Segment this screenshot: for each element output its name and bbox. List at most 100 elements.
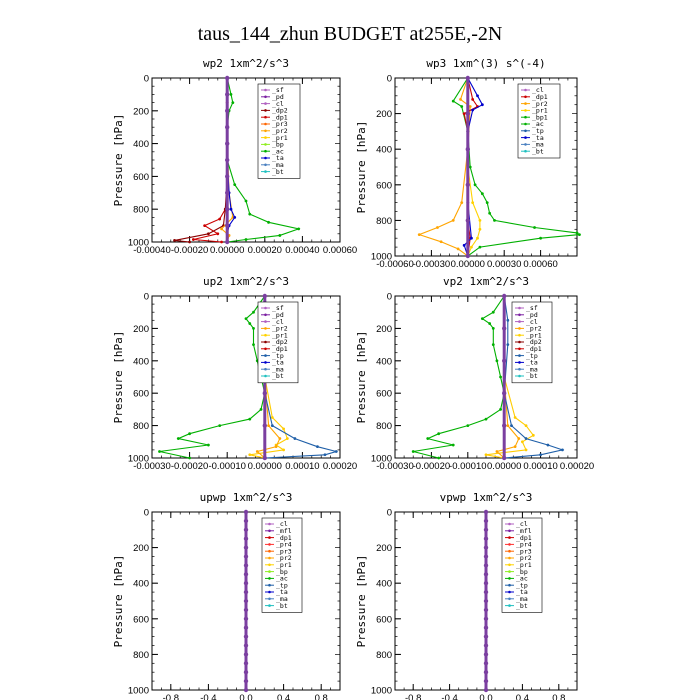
legend-label: _sf xyxy=(272,304,284,312)
y-tick-label: 200 xyxy=(376,109,392,120)
panel-upwp: 0 200 400 600 800 1000 -0.8 -0.4 0.0 0.4 0.8 upwp 1… xyxy=(112,491,341,700)
series-point xyxy=(493,219,496,222)
legend-marker xyxy=(508,563,511,567)
y-tick-label: 600 xyxy=(133,389,149,400)
legend-label: _bt xyxy=(272,168,284,176)
legend-label: _ta xyxy=(532,134,544,142)
series-point xyxy=(460,105,464,108)
series-point xyxy=(473,183,477,187)
series-point xyxy=(465,147,470,152)
series-point xyxy=(483,670,489,675)
series-point xyxy=(502,391,507,396)
panel-title: vpwp 1xm^2/s^3 xyxy=(440,491,533,504)
legend-label: _ac xyxy=(272,147,284,155)
series-point xyxy=(483,536,489,541)
legend-label: _pr2 xyxy=(272,127,288,135)
legend-label: _dp2 xyxy=(526,338,542,346)
series-point xyxy=(465,75,470,81)
series-point xyxy=(483,518,489,524)
panel-wp3: 0 200 400 600 800 1000-0.00060-0.00030 0.00000… xyxy=(355,57,581,270)
legend-marker xyxy=(508,590,511,594)
series-point xyxy=(203,224,207,228)
legend-marker xyxy=(264,115,267,119)
series-point xyxy=(478,219,482,222)
y-tick-label: 400 xyxy=(376,579,392,590)
legend-marker xyxy=(264,143,267,146)
legend-marker xyxy=(518,327,521,330)
series-point xyxy=(252,343,255,346)
legend-marker xyxy=(518,340,521,344)
series-point xyxy=(485,201,489,205)
series-point xyxy=(510,424,513,427)
series-point xyxy=(437,456,441,460)
legend-label: _dp1 xyxy=(526,345,542,353)
legend-label: _pr2 xyxy=(532,100,548,108)
legend-label: _pr2 xyxy=(516,554,532,562)
legend-label: _pd xyxy=(272,93,284,101)
x-tick-label: 0.00020 xyxy=(323,461,357,472)
legend-marker xyxy=(524,95,527,99)
legend-marker xyxy=(264,367,267,371)
x-tick-label: -0.00020 xyxy=(171,245,209,256)
series-point xyxy=(483,554,489,559)
legend-marker xyxy=(524,136,527,139)
series-line xyxy=(452,77,581,257)
x-tick-label: -0.00030 xyxy=(133,461,171,472)
panel-title: upwp 1xm^2/s^3 xyxy=(200,491,293,504)
series-point xyxy=(502,326,507,331)
series-point xyxy=(262,391,267,396)
series-point xyxy=(502,423,507,428)
legend-marker xyxy=(264,374,267,378)
series-point xyxy=(225,190,230,195)
legend-label: _ta xyxy=(516,588,528,596)
legend-label: _pd xyxy=(526,311,538,319)
series-point xyxy=(243,661,249,666)
series-point xyxy=(476,236,479,240)
legend-label: _ta xyxy=(272,154,284,162)
legend-marker xyxy=(518,354,521,357)
series-point xyxy=(499,375,502,379)
y-tick-label: 200 xyxy=(376,324,392,335)
series-line xyxy=(503,295,565,459)
series-point xyxy=(188,240,192,244)
y-axis-label: Pressure [hPa] xyxy=(112,555,125,648)
series-line xyxy=(417,77,471,257)
series-point xyxy=(491,310,495,314)
series-point xyxy=(417,233,421,237)
legend-label: _dp2 xyxy=(272,107,288,115)
y-tick-label: 200 xyxy=(133,543,149,554)
series-point xyxy=(225,174,230,179)
x-tick-label: 0.00030 xyxy=(487,259,521,270)
series-point xyxy=(334,450,338,453)
series-point xyxy=(244,317,248,321)
legend-marker xyxy=(524,115,527,119)
x-tick-label: 0.00010 xyxy=(285,461,319,472)
series-point xyxy=(243,554,249,559)
series-point xyxy=(506,424,510,427)
series-point xyxy=(225,239,230,245)
series-point xyxy=(484,417,488,421)
y-tick-label: 400 xyxy=(376,145,392,156)
series-point xyxy=(483,509,489,515)
series-point xyxy=(533,226,536,229)
y-tick-label: 0 xyxy=(144,508,149,519)
x-tick-label: -0.00020 xyxy=(171,461,209,472)
series-point xyxy=(470,236,473,240)
series-point xyxy=(524,448,528,452)
series-point xyxy=(158,450,161,453)
series-point xyxy=(255,450,259,453)
series-point xyxy=(243,598,249,604)
legend-marker xyxy=(508,543,511,546)
series-point xyxy=(478,245,482,249)
series-point xyxy=(483,634,489,639)
series-point xyxy=(278,234,282,237)
y-tick-label: 800 xyxy=(133,650,149,661)
legend-marker xyxy=(268,543,271,546)
legend-marker xyxy=(518,347,521,351)
series-point xyxy=(270,424,274,427)
legend-label: _dp1 xyxy=(276,534,292,542)
series-point xyxy=(188,432,192,436)
series-point xyxy=(188,456,192,460)
series-point xyxy=(248,453,252,457)
